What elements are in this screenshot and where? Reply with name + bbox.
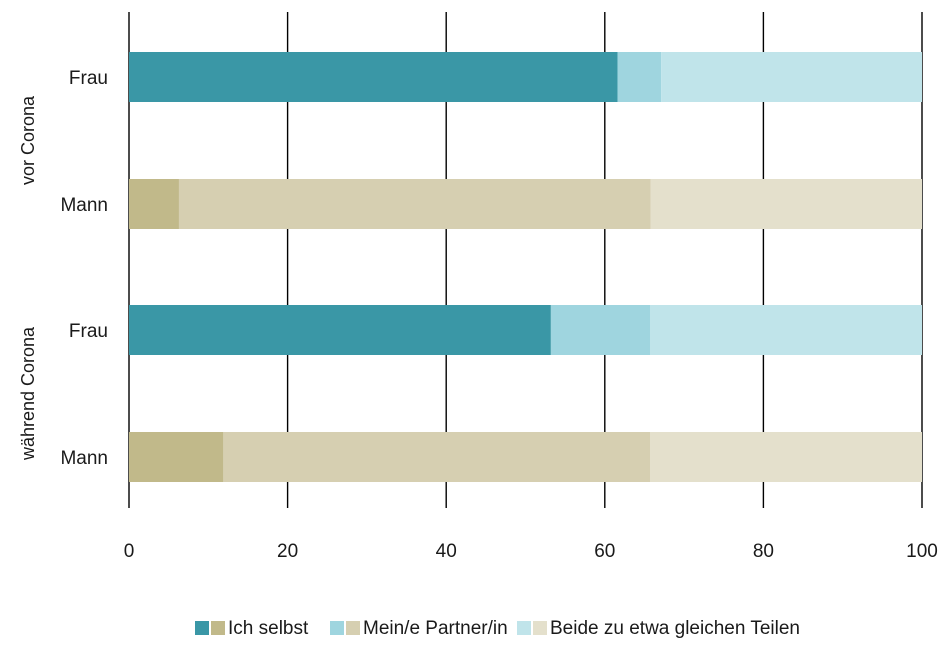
legend: Ich selbst Mein/e Partner/in Beide zu etwa… bbox=[195, 618, 800, 639]
legend-swatch-frau-1 bbox=[330, 621, 344, 635]
group-label-1: während Corona bbox=[18, 326, 38, 461]
legend-label-2: Beide zu etwa gleichen Teilen bbox=[550, 618, 800, 639]
row-label-1-1: Mann bbox=[60, 448, 108, 469]
bar-segment-0-1-1 bbox=[178, 179, 651, 229]
bar-segment-0-0-0 bbox=[129, 52, 618, 102]
bar-segment-1-0-2 bbox=[650, 305, 922, 355]
x-axis-ticks: 0 20 40 60 80 100 bbox=[124, 541, 938, 562]
x-tick-label-0: 0 bbox=[124, 541, 135, 562]
legend-label-1: Mein/e Partner/in bbox=[363, 618, 508, 639]
bar-segment-0-1-2 bbox=[650, 179, 922, 229]
bar-segment-1-1-1 bbox=[223, 432, 651, 482]
row-label-1-0: Frau bbox=[69, 321, 108, 342]
legend-label-0: Ich selbst bbox=[228, 618, 309, 639]
bar-segment-1-1-0 bbox=[129, 432, 224, 482]
bar-segment-1-0-1 bbox=[550, 305, 651, 355]
row-labels: Frau Mann Frau Mann bbox=[60, 68, 108, 469]
bar-segment-0-0-2 bbox=[661, 52, 922, 102]
x-tick-label-80: 80 bbox=[753, 541, 774, 562]
x-tick-label-20: 20 bbox=[277, 541, 298, 562]
legend-swatch-mann-2 bbox=[533, 621, 547, 635]
group-label-0: vor Corona bbox=[18, 95, 38, 185]
x-tick-label-60: 60 bbox=[594, 541, 615, 562]
bar-segment-1-0-0 bbox=[129, 305, 551, 355]
legend-swatch-mann-0 bbox=[211, 621, 225, 635]
row-label-0-0: Frau bbox=[69, 68, 108, 89]
bar-segment-0-1-0 bbox=[129, 179, 179, 229]
bar-segment-0-0-1 bbox=[617, 52, 662, 102]
group-labels: vor Corona während Corona bbox=[18, 95, 38, 461]
legend-swatch-frau-2 bbox=[517, 621, 531, 635]
legend-swatch-frau-0 bbox=[195, 621, 209, 635]
x-tick-label-40: 40 bbox=[436, 541, 457, 562]
x-tick-label-100: 100 bbox=[906, 541, 938, 562]
bar-segment-1-1-2 bbox=[650, 432, 922, 482]
bars bbox=[129, 52, 922, 482]
row-label-0-1: Mann bbox=[60, 195, 108, 216]
legend-swatch-mann-1 bbox=[346, 621, 360, 635]
